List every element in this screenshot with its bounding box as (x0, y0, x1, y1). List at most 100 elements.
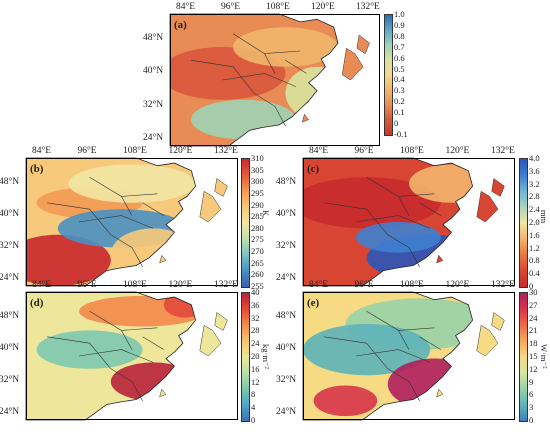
colorbar-tick-label: 12 (251, 376, 260, 387)
colorbar-tick-label: 0.8 (394, 30, 405, 41)
colorbar-tick-label: 1.6 (529, 229, 540, 240)
colorbar-tick-label: 32 (251, 312, 260, 323)
colorbar-tick-label: 275 (251, 234, 264, 245)
map-e (302, 291, 515, 421)
axis-tick-label: 108°E (400, 280, 424, 290)
axis-tick-label: 24°N (276, 407, 297, 417)
colorbar-tick-label: 24 (251, 338, 260, 349)
axis-tick-label: 108°E (400, 146, 424, 156)
axis-tick-label: 32°N (0, 241, 20, 251)
colorbar-a (384, 14, 393, 136)
colorbar-tick-label: 0.8 (529, 255, 540, 266)
map-c (302, 157, 515, 287)
panel-c: (c) (302, 157, 515, 287)
colorbar-unit: kg·m⁻² (261, 344, 271, 369)
colorbar-tick-label: 40 (251, 287, 260, 297)
axis-tick-label: 24°N (276, 273, 297, 283)
axis-tick-label: 132°E (491, 280, 515, 290)
panel-label: (a) (174, 19, 187, 31)
axis-tick-label: 24°N (0, 407, 20, 417)
colorbar-tick-label: 21 (529, 325, 538, 336)
axis-tick-label: 84°E (176, 2, 196, 12)
colorbar-tick-label: 0.4 (529, 268, 540, 279)
colorbar-unit: K (261, 210, 271, 217)
colorbar-tick-label: 2.0 (529, 217, 540, 227)
colorbar-tick-label: 28 (251, 325, 260, 336)
colorbar-tick-label: 20 (251, 351, 260, 361)
map-b (25, 157, 238, 287)
axis-tick-label: 84°E (309, 280, 329, 290)
colorbar-tick-label: 0.9 (394, 19, 405, 30)
colorbar-tick-label: 270 (251, 246, 264, 257)
colorbar-d (241, 292, 250, 422)
colorbar-tick-label: 3 (529, 402, 534, 413)
colorbar-tick-label: 280 (251, 222, 264, 233)
colorbar-tick-label: 310 (251, 153, 264, 163)
axis-tick-label: 40°N (0, 209, 20, 219)
axis-tick-label: 84°E (32, 280, 52, 290)
panel-b: (b) (25, 157, 238, 287)
colorbar-tick-label: 265 (251, 257, 264, 268)
axis-tick-label: 40°N (143, 66, 164, 77)
colorbar-tick-label: 0 (529, 415, 534, 425)
axis-tick-label: 48°N (0, 177, 20, 187)
axis-tick-label: 48°N (143, 33, 164, 43)
axis-tick-label: 48°N (276, 311, 297, 321)
colorbar-tick-label: 0.2 (394, 96, 405, 107)
colorbar-tick-label: 300 (251, 176, 264, 187)
colorbar-tick-label: 0.4 (394, 74, 405, 85)
colorbar-b (241, 158, 250, 288)
colorbar-tick-label: 0 (394, 118, 399, 129)
colorbar-tick-label: 15 (529, 351, 538, 361)
colorbar-tick-label: 260 (251, 269, 264, 280)
axis-tick-label: 32°N (276, 241, 297, 251)
colorbar-tick-label: 8 (251, 389, 256, 400)
colorbar-tick-label: 0.3 (394, 85, 405, 96)
panel-e: (e) (302, 291, 515, 421)
axis-tick-label: 120°E (445, 280, 470, 290)
axis-tick-label: 132°E (356, 2, 380, 12)
panel-a: (a) (169, 13, 380, 147)
colorbar-tick-label: -0.1 (394, 129, 408, 139)
colorbar-tick-label: 295 (251, 187, 264, 198)
colorbar-tick-label: 2.8 (529, 191, 540, 202)
colorbar-unit: mm (539, 210, 549, 224)
axis-tick-label: 132°E (491, 146, 515, 156)
axis-tick-label: 108°E (123, 146, 147, 156)
panel-label: (d) (30, 297, 44, 309)
axis-tick-label: 108°E (123, 280, 147, 290)
colorbar-tick-label: 36 (251, 299, 260, 310)
panel-d: (d) (25, 291, 238, 421)
axis-tick-label: 32°N (143, 99, 164, 110)
axis-tick-label: 24°N (143, 133, 164, 143)
colorbar-tick-label: 6 (529, 389, 534, 400)
axis-tick-label: 96°E (77, 146, 97, 156)
colorbar-tick-label: 0.7 (394, 41, 405, 52)
colorbar-tick-label: 9 (529, 376, 534, 387)
colorbar-tick-label: 27 (529, 299, 538, 310)
colorbar-tick-label: 290 (251, 199, 264, 210)
colorbar-tick-label: 0.5 (394, 63, 405, 74)
panel-label: (e) (307, 297, 320, 309)
axis-tick-label: 96°E (354, 280, 374, 290)
colorbar-tick-label: 0 (251, 415, 256, 425)
axis-tick-label: 96°E (221, 2, 241, 12)
colorbar-tick-label: 285 (251, 211, 264, 222)
axis-tick-label: 132°E (214, 146, 238, 156)
panel-label: (b) (30, 163, 44, 175)
colorbar-tick-label: 12 (529, 363, 538, 374)
colorbar-e (519, 292, 528, 422)
colorbar-tick-label: 3.2 (529, 178, 540, 189)
colorbar-tick-label: 255 (251, 281, 264, 291)
colorbar-tick-label: 1.0 (394, 9, 405, 19)
colorbar-c (519, 158, 528, 288)
colorbar-tick-label: 0.6 (394, 52, 405, 63)
map-d (25, 291, 238, 421)
axis-tick-label: 40°N (0, 343, 20, 353)
axis-tick-label: 32°N (276, 375, 297, 385)
colorbar-tick-label: 18 (529, 338, 538, 349)
axis-tick-label: 84°E (32, 146, 52, 156)
axis-tick-label: 108°E (266, 2, 290, 12)
axis-tick-label: 40°N (276, 343, 297, 353)
axis-tick-label: 132°E (214, 280, 238, 290)
